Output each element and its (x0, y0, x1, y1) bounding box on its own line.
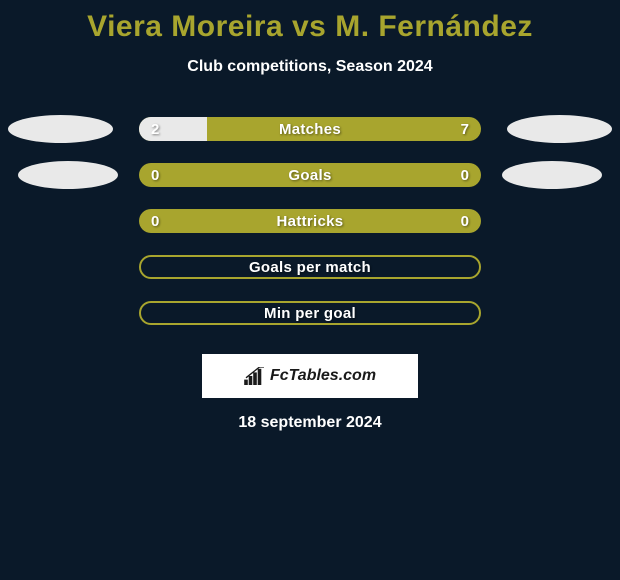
stat-label: Goals per match (141, 257, 479, 277)
stat-label: Matches (139, 117, 481, 141)
brand-box: FcTables.com (202, 354, 418, 398)
stat-row-hattricks: 0 Hattricks 0 (0, 198, 620, 244)
stat-label: Goals (139, 163, 481, 187)
stat-label: Hattricks (139, 209, 481, 233)
player-left-ellipse (18, 161, 118, 189)
stat-row-goals-per-match: Goals per match (0, 244, 620, 290)
player-right-ellipse (507, 115, 612, 143)
stat-bar: Goals per match (139, 255, 481, 279)
brand-text: FcTables.com (270, 367, 376, 385)
stat-bar: 2 Matches 7 (139, 117, 481, 141)
stat-bar: 0 Hattricks 0 (139, 209, 481, 233)
player-left-ellipse (8, 115, 113, 143)
stat-row-min-per-goal: Min per goal (0, 290, 620, 336)
stat-label: Min per goal (141, 303, 479, 323)
player-right-ellipse (502, 161, 602, 189)
stat-right-value: 7 (449, 117, 481, 141)
stat-bar: Min per goal (139, 301, 481, 325)
stat-row-goals: 0 Goals 0 (0, 152, 620, 198)
stat-row-matches: 2 Matches 7 (0, 106, 620, 152)
stats-rows: 2 Matches 7 0 Goals 0 0 Hattricks 0 Goal… (0, 106, 620, 336)
date-text: 18 september 2024 (0, 414, 620, 432)
page-title: Viera Moreira vs M. Fernández (0, 0, 620, 44)
stat-right-value: 0 (449, 209, 481, 233)
stat-bar: 0 Goals 0 (139, 163, 481, 187)
brand-chart-icon (244, 367, 266, 385)
stat-right-value: 0 (449, 163, 481, 187)
subtitle: Club competitions, Season 2024 (0, 58, 620, 76)
